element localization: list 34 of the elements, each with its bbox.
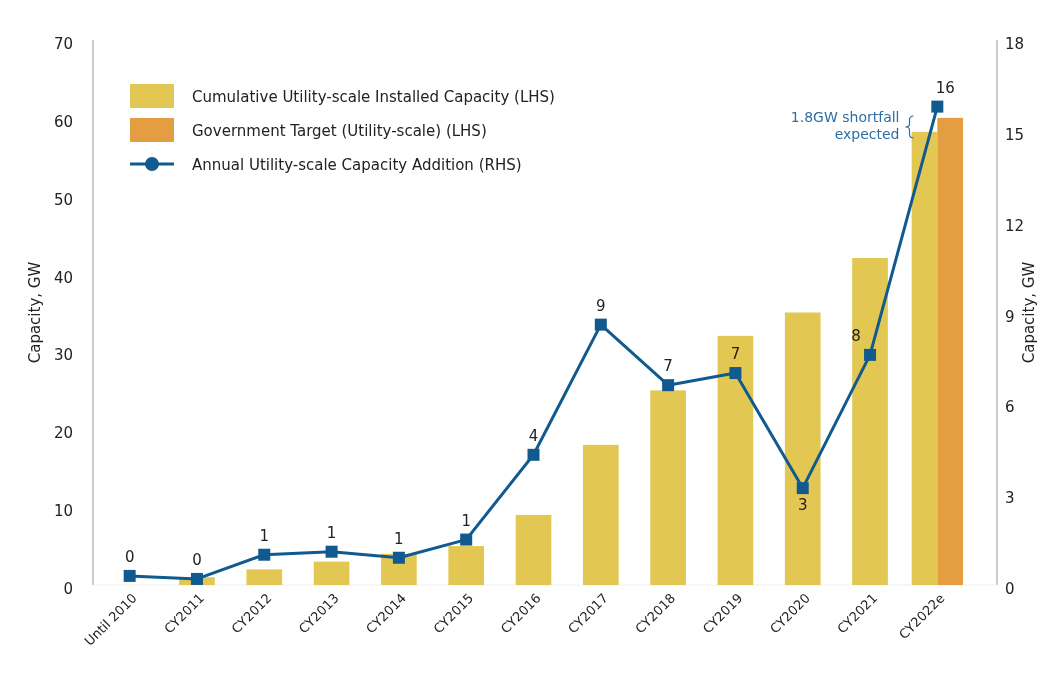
y-tick-label: 40 xyxy=(53,268,73,287)
data-label: 0 xyxy=(192,550,202,569)
data-label: 1 xyxy=(461,511,471,530)
data-label: 9 xyxy=(596,296,606,315)
data-label: 1 xyxy=(394,529,404,548)
annotation: 1.8GW shortfall expected xyxy=(790,109,900,142)
data-label: 1 xyxy=(259,526,270,545)
y-tick-label: 10 xyxy=(53,502,73,521)
y2-tick-label: 9 xyxy=(1005,307,1015,326)
y-axis-title: Capacity, GW xyxy=(26,261,44,364)
y-tick-label: 50 xyxy=(53,190,73,209)
y2-axis-title: Capacity, GW xyxy=(1020,261,1038,364)
data-label: 3 xyxy=(797,496,808,515)
y2-tick-label: 15 xyxy=(1005,125,1025,144)
y-tick-label: 0 xyxy=(63,580,73,598)
data-label: 0 xyxy=(124,547,135,566)
legend-label: Government Target (Utility-scale) (LHS) xyxy=(192,122,487,140)
legend-label: Cumulative Utility-scale Installed Capacity (LHS) xyxy=(192,88,555,106)
data-label: 7 xyxy=(663,357,673,376)
data-label: 7 xyxy=(730,345,741,364)
data-label: 1 xyxy=(326,523,337,542)
data-label: 8 xyxy=(851,326,861,345)
y2-tick-label: 18 xyxy=(1005,35,1025,53)
y-tick-label: 20 xyxy=(53,424,73,443)
y-tick-label: 30 xyxy=(53,346,73,365)
y-tick-label: 70 xyxy=(53,35,73,53)
y2-tick-label: 12 xyxy=(1005,216,1025,235)
data-label: 16 xyxy=(935,78,955,97)
data-label: 4 xyxy=(528,426,539,445)
y2-tick-label: 3 xyxy=(1005,489,1015,508)
y-tick-label: 60 xyxy=(53,112,73,131)
y2-tick-label: 6 xyxy=(1005,398,1015,417)
y2-tick-label: 0 xyxy=(1005,580,1015,598)
legend-label: Annual Utility-scale Capacity Addition (RHS) xyxy=(192,156,522,174)
